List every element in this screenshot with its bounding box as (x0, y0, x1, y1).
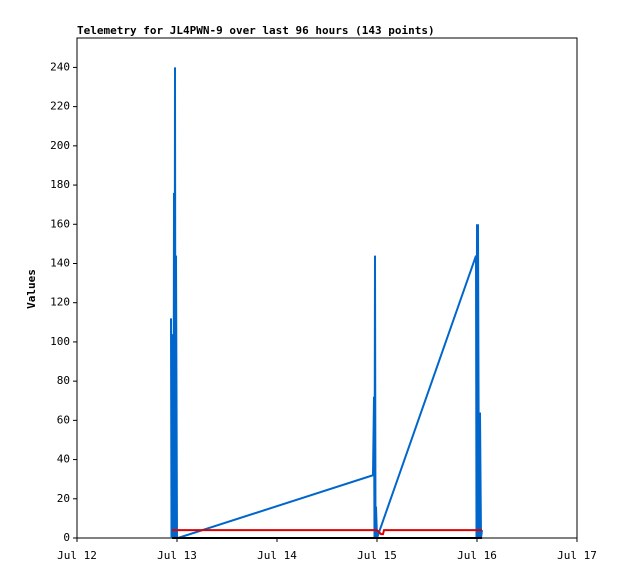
y-tick-label: 100 (50, 335, 70, 348)
y-tick-label: 180 (50, 178, 70, 191)
x-tick-label: Jul 13 (157, 549, 197, 562)
y-tick-label: 240 (50, 60, 70, 73)
x-tick-label: Jul 15 (357, 549, 397, 562)
y-tick-label: 200 (50, 139, 70, 152)
y-tick-label: 40 (57, 453, 70, 466)
x-tick-label: Jul 14 (257, 549, 297, 562)
x-tick-label: Jul 17 (557, 549, 597, 562)
chart-title: Telemetry for JL4PWN-9 over last 96 hour… (77, 24, 435, 37)
y-tick-label: 140 (50, 256, 70, 269)
y-tick-label: 80 (57, 374, 70, 387)
y-tick-label: 60 (57, 413, 70, 426)
x-tick-label: Jul 16 (457, 549, 497, 562)
y-axis-label: Values (25, 269, 38, 309)
y-tick-label: 220 (50, 100, 70, 113)
y-tick-label: 20 (57, 492, 70, 505)
series-line (170, 67, 483, 539)
series-line (172, 529, 482, 536)
y-tick-label: 160 (50, 217, 70, 230)
x-tick-label: Jul 12 (57, 549, 97, 562)
y-tick-label: 120 (50, 296, 70, 309)
y-tick-label: 0 (63, 531, 70, 544)
